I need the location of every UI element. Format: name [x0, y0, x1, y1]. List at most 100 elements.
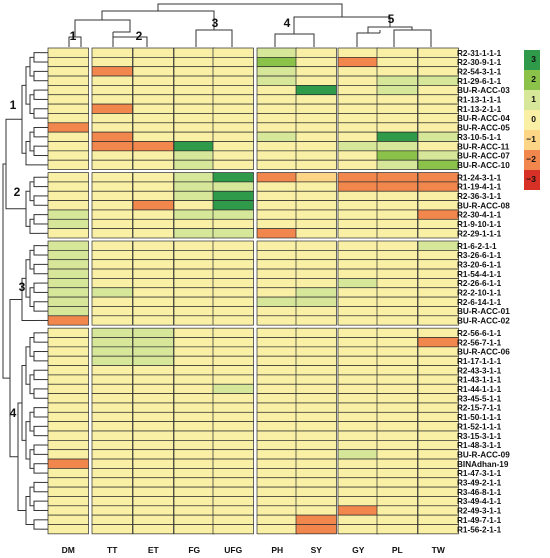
- heatmap-cell: [212, 327, 254, 338]
- heatmap-cell: [337, 75, 379, 86]
- heatmap-cell: [337, 327, 379, 338]
- heatmap-cell: [173, 159, 215, 170]
- heatmap-cell: [47, 47, 89, 58]
- row-label: BU-R-ACC-10: [457, 161, 510, 170]
- heatmap-cell: [132, 190, 174, 201]
- row-label: R3-10-5-1-1: [457, 133, 502, 142]
- heatmap-cell: [47, 365, 89, 376]
- heatmap-cell: [132, 150, 174, 161]
- heatmap-cell: [295, 440, 337, 451]
- row-label: R2-6-14-1-1: [457, 298, 502, 307]
- heatmap-cell: [337, 228, 379, 239]
- heatmap-cell: [173, 306, 215, 317]
- heatmap-cell: [173, 486, 215, 497]
- heatmap-cell: [256, 477, 298, 488]
- heatmap-cell: [47, 458, 89, 469]
- heatmap-cell: [91, 296, 133, 307]
- heatmap-cell: [212, 181, 254, 192]
- heatmap-cell: [173, 355, 215, 366]
- heatmap-cell: [47, 141, 89, 152]
- heatmap-cell: [376, 278, 418, 289]
- heatmap-cell: [91, 122, 133, 133]
- row-label: R1-54-4-1-1: [457, 270, 502, 279]
- heatmap-cell: [417, 365, 459, 376]
- heatmap-cell: [132, 268, 174, 279]
- heatmap-cell: [47, 240, 89, 251]
- heatmap-cell: [417, 440, 459, 451]
- heatmap-cell: [91, 47, 133, 58]
- heatmap-cell: [256, 131, 298, 142]
- heatmap-cell: [376, 75, 418, 86]
- heatmap-cell: [212, 278, 254, 289]
- heatmap-cell: [295, 172, 337, 183]
- heatmap-cell: [337, 306, 379, 317]
- heatmap-cell: [212, 458, 254, 469]
- heatmap-cell: [376, 477, 418, 488]
- heatmap-cell: [337, 159, 379, 170]
- heatmap-cell: [417, 514, 459, 525]
- heatmap-cell: [47, 393, 89, 404]
- heatmap-cell: [91, 113, 133, 124]
- heatmap-cell: [376, 250, 418, 261]
- legend-swatch: [524, 130, 540, 150]
- column-label: SY: [311, 545, 323, 555]
- heatmap-cell: [91, 200, 133, 211]
- column-cluster-label: 3: [212, 16, 219, 30]
- heatmap-cell: [337, 172, 379, 183]
- heatmap-cell: [173, 430, 215, 441]
- heatmap-cell: [91, 159, 133, 170]
- legend-tick-label: 3: [531, 54, 536, 64]
- heatmap-cell: [337, 190, 379, 201]
- heatmap-cell: [376, 181, 418, 192]
- heatmap-cell: [132, 393, 174, 404]
- row-label: BU-R-ACC-07: [457, 152, 510, 161]
- heatmap-cell: [417, 56, 459, 68]
- heatmap-cell: [91, 240, 133, 251]
- heatmap-cell: [47, 486, 89, 497]
- heatmap-cell: [132, 468, 174, 479]
- heatmap-cell: [173, 113, 215, 124]
- heatmap-cell: [376, 458, 418, 469]
- heatmap-cell: [91, 103, 133, 114]
- heatmap-cell: [256, 278, 298, 289]
- heatmap-cell: [295, 94, 337, 105]
- heatmap-cell: [212, 209, 254, 220]
- heatmap-cell: [212, 486, 254, 497]
- heatmap-cell: [91, 228, 133, 239]
- heatmap-cell: [376, 393, 418, 404]
- heatmap-cell: [132, 113, 174, 124]
- heatmap-cell: [337, 259, 379, 270]
- heatmap-cell: [376, 172, 418, 183]
- heatmap-cell: [132, 421, 174, 432]
- heatmap-cell: [256, 209, 298, 220]
- heatmap-cell: [212, 346, 254, 357]
- heatmap-cell: [173, 141, 215, 152]
- heatmap-cell: [417, 268, 459, 279]
- heatmap-cell: [376, 259, 418, 270]
- row-dendrogram: [2, 52, 48, 530]
- heatmap-cell: [256, 218, 298, 230]
- heatmap-cell: [173, 200, 215, 211]
- heatmap-cell: [295, 228, 337, 239]
- heatmap-cell: [256, 122, 298, 133]
- heatmap-cell: [173, 150, 215, 161]
- heatmap-cell: [91, 393, 133, 404]
- heatmap-cell: [212, 56, 254, 68]
- heatmap-cell: [132, 411, 174, 422]
- heatmap-cell: [132, 505, 174, 516]
- heatmap-cell: [417, 85, 459, 96]
- heatmap-cell: [91, 346, 133, 357]
- heatmap-cell: [91, 190, 133, 201]
- heatmap-cell: [417, 228, 459, 239]
- heatmap-cell: [212, 240, 254, 251]
- heatmap-cell: [337, 430, 379, 441]
- heatmap-cell: [295, 374, 337, 385]
- column-label: PL: [392, 545, 403, 555]
- heatmap-cell: [376, 440, 418, 451]
- heatmap-cell: [256, 287, 298, 298]
- heatmap-cell: [256, 47, 298, 58]
- heatmap-cell: [376, 505, 418, 516]
- heatmap-cell: [295, 85, 337, 96]
- heatmap-cell: [376, 315, 418, 326]
- heatmap-cell: [91, 141, 133, 152]
